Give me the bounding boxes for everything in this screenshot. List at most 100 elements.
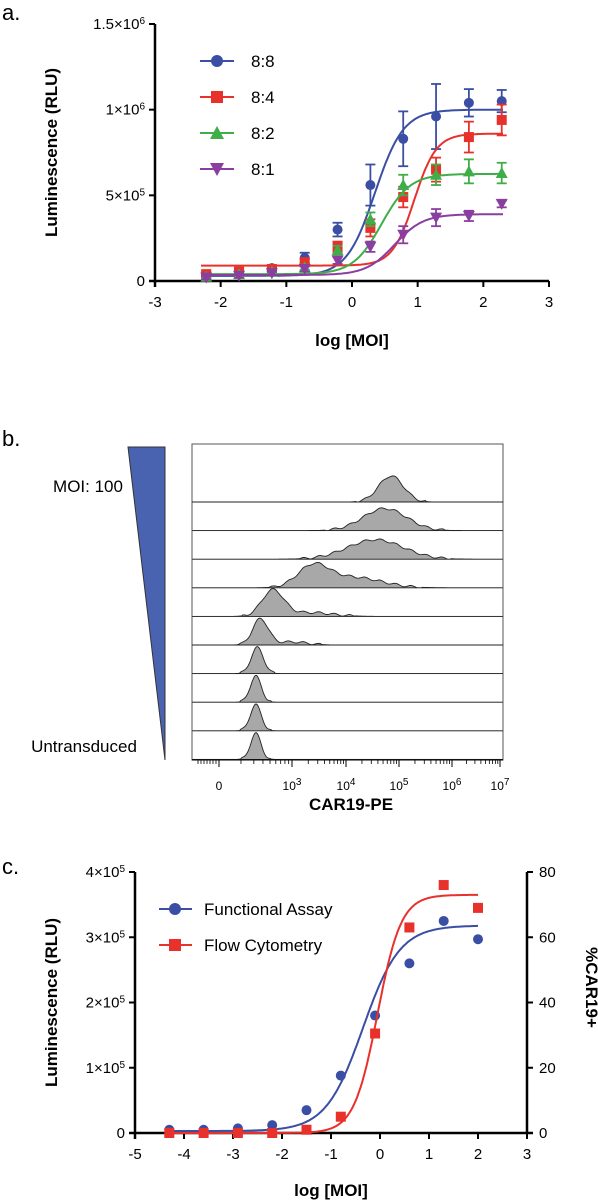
legend-marker-a: [211, 91, 223, 103]
y2-tick-label-c: 0: [539, 1125, 547, 1142]
data-point-c: [438, 880, 449, 891]
x-tick-label-c: -4: [177, 1146, 190, 1163]
y-tick-label-c: 0: [117, 1125, 125, 1142]
y-tick-label-a: 1.5×106: [93, 16, 145, 34]
histogram-peak: [192, 561, 503, 589]
y-axis-title-c: Luminescence (RLU): [42, 918, 61, 1087]
series-c-flow-cytometry: Flow Cytometry: [159, 880, 483, 1138]
data-point-a: [298, 264, 311, 276]
histogram-peak: [192, 538, 503, 560]
data-point-c: [473, 902, 483, 913]
untransduced-label: Untransduced: [31, 737, 137, 756]
flow-x-axis-title: CAR19-PE: [309, 795, 393, 814]
x-tick-label-a: 2: [479, 294, 487, 311]
moi-gradient-wedge: [127, 446, 166, 761]
data-point-a: [398, 192, 409, 203]
data-point-c: [267, 1120, 278, 1131]
legend-marker-a: [210, 126, 224, 139]
x-tick-label-c: 0: [376, 1146, 384, 1163]
legend-label-a: 8:8: [251, 52, 275, 71]
x-tick-label-c: -1: [324, 1146, 337, 1163]
x-tick-label-c: -5: [128, 1146, 141, 1163]
legend-label-a: 8:4: [251, 88, 275, 107]
data-point-c: [164, 1128, 175, 1138]
histogram-peak: [192, 475, 503, 503]
data-point-a: [463, 132, 474, 143]
x-tick-label-c: -3: [226, 1146, 239, 1163]
y-tick-label-a: 1×106: [106, 101, 146, 119]
flow-tick-label: 103: [283, 777, 302, 794]
histogram-track: [192, 674, 503, 703]
y-tick-label-c: 3×105: [86, 929, 126, 947]
fit-curve-a: [201, 108, 503, 277]
data-point-a: [430, 212, 443, 224]
x-tick-label-c: -2: [275, 1146, 288, 1163]
histogram-track: [192, 617, 503, 646]
histogram-track: [192, 507, 503, 532]
x-tick-label-c: 1: [425, 1146, 433, 1163]
data-point-a: [365, 180, 376, 191]
series-a-8-4: 8:4: [200, 88, 507, 280]
data-point-c: [232, 1128, 243, 1138]
flow-tick-label: 0: [216, 779, 223, 793]
x-axis-title-c: log [MOI]: [294, 1181, 368, 1200]
histogram-peak: [192, 588, 503, 617]
histogram-peak: [192, 732, 503, 760]
x-tick-label-c: 3: [523, 1146, 531, 1163]
data-point-a: [495, 198, 508, 210]
data-point-a: [495, 167, 508, 179]
panel-c: c.-5 -4 -3 -2 -1 0 1 2 301×1052×1053×1054×105020…: [2, 854, 598, 1200]
histogram-track: [192, 538, 503, 560]
x-axis-title-a: log [MOI]: [315, 331, 389, 350]
data-point-c: [438, 915, 449, 926]
y-tick-label-a: 0: [137, 273, 145, 290]
data-point-a: [364, 213, 377, 225]
data-point-a: [200, 272, 213, 284]
fit-curve-c: [169, 924, 478, 1132]
flow-tick-label: 105: [390, 777, 409, 794]
histogram-track: [192, 646, 503, 675]
y2-tick-label-c: 20: [539, 1060, 556, 1077]
legend-marker-c: [169, 903, 181, 915]
data-point-c: [335, 1111, 346, 1122]
data-point-a: [496, 96, 507, 107]
panel-letter-b: b.: [2, 426, 20, 451]
legend-label-a: 8:1: [251, 160, 275, 179]
legend-marker-c: [169, 939, 181, 951]
x-tick-label-a: 3: [545, 294, 553, 311]
y2-axis-title-c: %CAR19+: [582, 947, 598, 1028]
y2-tick-label-c: 80: [539, 864, 556, 881]
data-point-a: [331, 244, 344, 256]
data-point-a: [233, 270, 246, 282]
data-point-a: [462, 210, 475, 222]
flow-tick-label: 107: [491, 777, 510, 794]
flow-tick-label: 106: [443, 777, 462, 794]
histogram-peak: [192, 646, 503, 675]
y2-tick-label-c: 60: [539, 929, 556, 946]
data-point-c: [404, 958, 415, 969]
legend-label-a: 8:2: [251, 124, 275, 143]
data-point-a: [462, 165, 475, 177]
data-point-c: [301, 1124, 312, 1135]
legend-marker-a: [210, 163, 224, 176]
data-point-a: [331, 255, 344, 267]
histogram-track: [192, 732, 503, 760]
data-point-a: [265, 268, 278, 280]
fit-curve-a: [201, 172, 503, 276]
y-tick-label-a: 5×105: [106, 187, 146, 205]
data-point-a: [398, 133, 409, 144]
histogram-peak: [192, 507, 503, 532]
series-a-8-8: 8:8: [200, 52, 507, 281]
data-point-a: [463, 97, 474, 108]
histogram-track: [192, 703, 503, 732]
y-tick-label-c: 4×105: [86, 864, 126, 882]
legend-marker-a: [211, 55, 223, 67]
fit-curve-a: [201, 213, 503, 276]
histogram-peak: [192, 674, 503, 703]
moi-top-label: MOI: 100: [53, 477, 123, 496]
data-point-a: [430, 168, 443, 180]
x-tick-label-a: -1: [280, 294, 293, 311]
data-point-a: [431, 111, 442, 122]
data-point-c: [301, 1105, 312, 1116]
